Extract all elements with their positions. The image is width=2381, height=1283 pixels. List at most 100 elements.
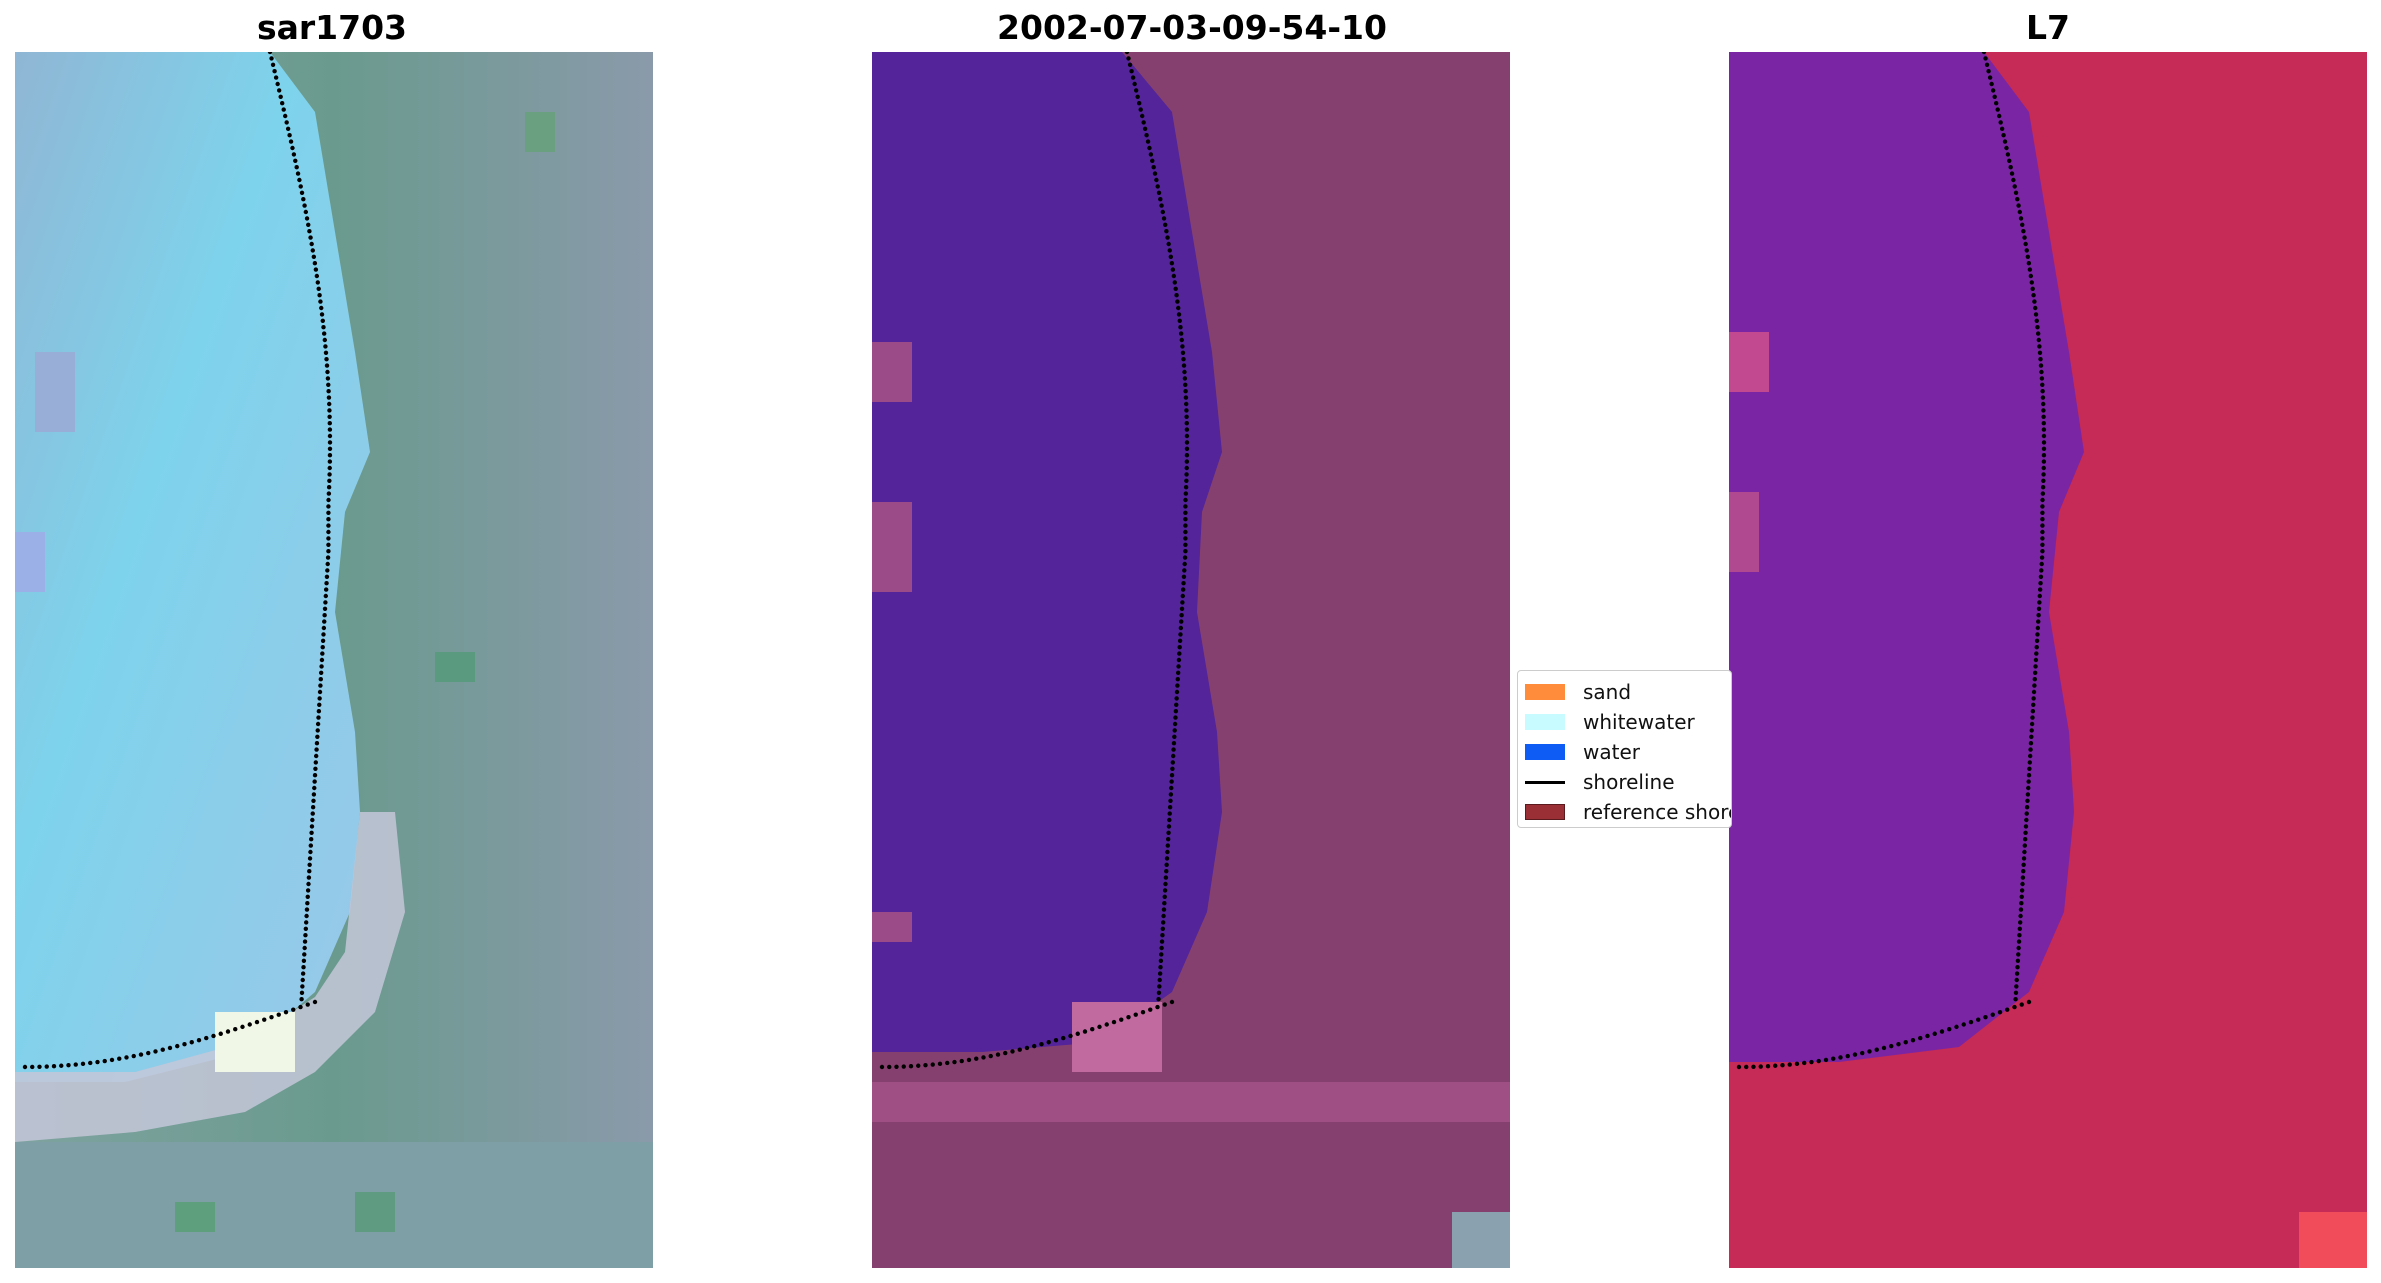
- shoreline-point: [281, 107, 286, 112]
- shoreline-point: [2029, 721, 2035, 727]
- shoreline-point: [317, 689, 323, 695]
- shoreline-point: [299, 997, 304, 1002]
- shoreline-point: [254, 1019, 260, 1025]
- shoreline-point: [1983, 1014, 1988, 1020]
- shoreline-point: [2039, 555, 2045, 560]
- shoreline-point: [327, 478, 332, 483]
- shoreline-point: [326, 395, 332, 400]
- shoreline-point: [304, 216, 310, 221]
- shoreline-point: [1838, 1055, 1843, 1060]
- shoreline-point: [2028, 273, 2034, 279]
- shoreline-point: [308, 235, 313, 240]
- shoreline-point: [2032, 670, 2038, 675]
- shoreline-point: [1184, 427, 1190, 432]
- shoreline-point: [2020, 875, 2026, 880]
- shoreline-point: [2040, 542, 2045, 547]
- shoreline-point: [302, 939, 308, 944]
- shoreline-point: [1736, 1064, 1742, 1070]
- shoreline-point: [1174, 702, 1179, 707]
- shoreline-point: [1165, 235, 1170, 240]
- shoreline-point: [1177, 638, 1183, 643]
- shoreline-point: [2033, 657, 2039, 663]
- shoreline-point: [37, 1064, 42, 1069]
- shoreline-point: [2041, 465, 2046, 471]
- shoreline-point: [290, 145, 295, 151]
- shoreline-point: [1910, 1038, 1916, 1043]
- shoreline-point: [2040, 517, 2045, 522]
- shoreline-point: [2031, 293, 2036, 298]
- shoreline-point: [1787, 1062, 1792, 1067]
- shoreline-point: [1182, 561, 1187, 567]
- shoreline-point: [966, 1057, 972, 1063]
- shoreline-point: [1137, 101, 1142, 106]
- shoreline-point: [2041, 414, 2046, 419]
- shoreline-point: [1171, 741, 1177, 746]
- shoreline-point: [301, 965, 306, 970]
- shoreline-point: [2037, 350, 2043, 355]
- shoreline-dots: [22, 52, 333, 1070]
- shoreline-point: [2041, 446, 2047, 451]
- shoreline-point: [1170, 766, 1175, 771]
- shoreline-point: [1987, 75, 1993, 80]
- shoreline-point: [2039, 568, 2044, 573]
- classified-image-panel: [872, 52, 1510, 1268]
- shoreline-point: [1751, 1064, 1756, 1069]
- shoreline-point: [1090, 1027, 1095, 1032]
- shoreline-point: [312, 785, 317, 791]
- shoreline-point: [1802, 1060, 1807, 1066]
- shoreline-point: [327, 408, 332, 413]
- shoreline-point: [291, 1007, 296, 1012]
- shoreline-point: [908, 1063, 914, 1069]
- shoreline-point: [1184, 414, 1189, 419]
- shoreline-point: [167, 1045, 173, 1051]
- shoreline-point: [1161, 913, 1166, 919]
- shoreline-point: [2030, 715, 2035, 720]
- shoreline-point: [2037, 587, 2043, 592]
- shoreline-point: [325, 561, 330, 567]
- shoreline-point: [2001, 133, 2006, 138]
- shoreline-point: [2031, 696, 2036, 701]
- shoreline-point: [309, 824, 315, 829]
- shoreline-point: [1162, 888, 1168, 893]
- shoreline-point: [307, 862, 312, 867]
- shoreline-point: [327, 459, 333, 464]
- shoreline-point: [1169, 785, 1174, 791]
- shoreline-point: [988, 1053, 993, 1059]
- shoreline-point: [88, 1060, 93, 1066]
- shoreline-point: [1816, 1058, 1821, 1064]
- shoreline-point: [315, 721, 321, 727]
- shoreline-point: [1032, 1043, 1037, 1049]
- shoreline-point: [1165, 843, 1171, 848]
- shoreline-point: [916, 1063, 921, 1068]
- shoreline-point: [325, 555, 331, 560]
- shoreline-point: [1170, 760, 1176, 765]
- shoreline-point: [1889, 1043, 1894, 1049]
- shoreline-point: [1183, 389, 1188, 394]
- shoreline-point: [2014, 977, 2019, 983]
- shoreline-point: [2029, 280, 2034, 285]
- shoreline-point: [1182, 568, 1187, 573]
- shoreline-point: [311, 792, 317, 797]
- shoreline-point: [879, 1064, 885, 1070]
- shoreline-point: [325, 369, 330, 375]
- shoreline-point: [2011, 177, 2016, 183]
- shoreline-point: [95, 1059, 100, 1065]
- shoreline-point: [2039, 561, 2044, 567]
- shoreline-point: [1130, 75, 1136, 80]
- shoreline-point: [2041, 453, 2047, 458]
- legend: sand whitewater water shoreline referenc…: [1517, 670, 1732, 828]
- shoreline-point: [1162, 1002, 1167, 1007]
- shoreline-point: [302, 203, 307, 208]
- shoreline-point: [2022, 843, 2028, 848]
- shoreline-point: [2038, 581, 2043, 586]
- shoreline-point: [1159, 945, 1164, 951]
- shoreline-point: [276, 1012, 281, 1017]
- shoreline-line-icon: [1525, 781, 1565, 784]
- panel-title-index: L7: [2026, 8, 2070, 47]
- shoreline-point: [1183, 529, 1188, 535]
- shoreline-point: [2022, 849, 2027, 855]
- shoreline-point: [1159, 939, 1165, 944]
- shoreline-point: [218, 1031, 223, 1036]
- shoreline-point: [1068, 1033, 1073, 1039]
- shoreline-point: [313, 766, 318, 771]
